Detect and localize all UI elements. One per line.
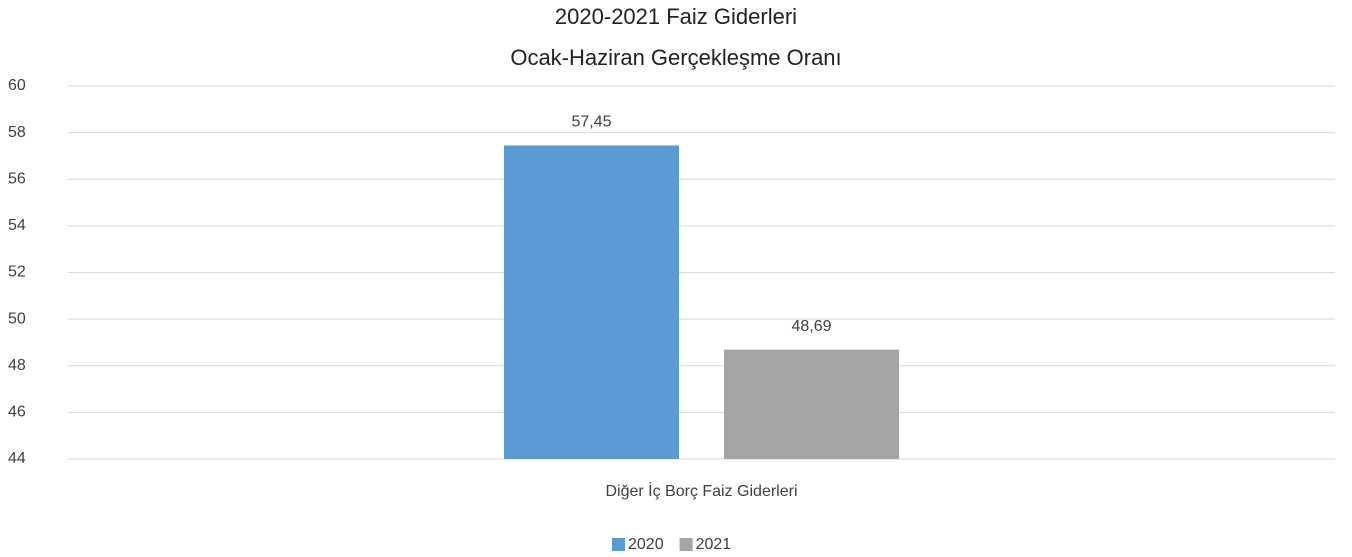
- y-tick-label: 56: [8, 170, 26, 187]
- y-tick-label: 48: [8, 357, 26, 374]
- legend-swatch: [612, 538, 625, 551]
- y-tick-label: 54: [8, 217, 26, 234]
- y-tick-label: 58: [8, 124, 26, 141]
- legend-label: 2021: [696, 536, 732, 553]
- bar: [724, 349, 899, 459]
- y-tick-label: 52: [8, 264, 26, 281]
- y-tick-label: 44: [8, 450, 26, 467]
- legend-swatch: [679, 538, 693, 551]
- bar: [504, 145, 679, 459]
- y-tick-label: 46: [8, 404, 26, 421]
- y-tick-label: 50: [8, 310, 26, 327]
- data-label: 57,45: [571, 114, 611, 131]
- legend-label: 2020: [628, 536, 664, 553]
- data-label: 48,69: [791, 318, 831, 335]
- x-tick-label: Diğer İç Borç Faiz Giderleri: [605, 481, 797, 500]
- y-tick-label: 60: [8, 77, 26, 94]
- chart-subtitle: Ocak-Haziran Gerçekleşme Oranı: [510, 45, 841, 70]
- chart-title: 2020-2021 Faiz Giderleri: [555, 4, 797, 29]
